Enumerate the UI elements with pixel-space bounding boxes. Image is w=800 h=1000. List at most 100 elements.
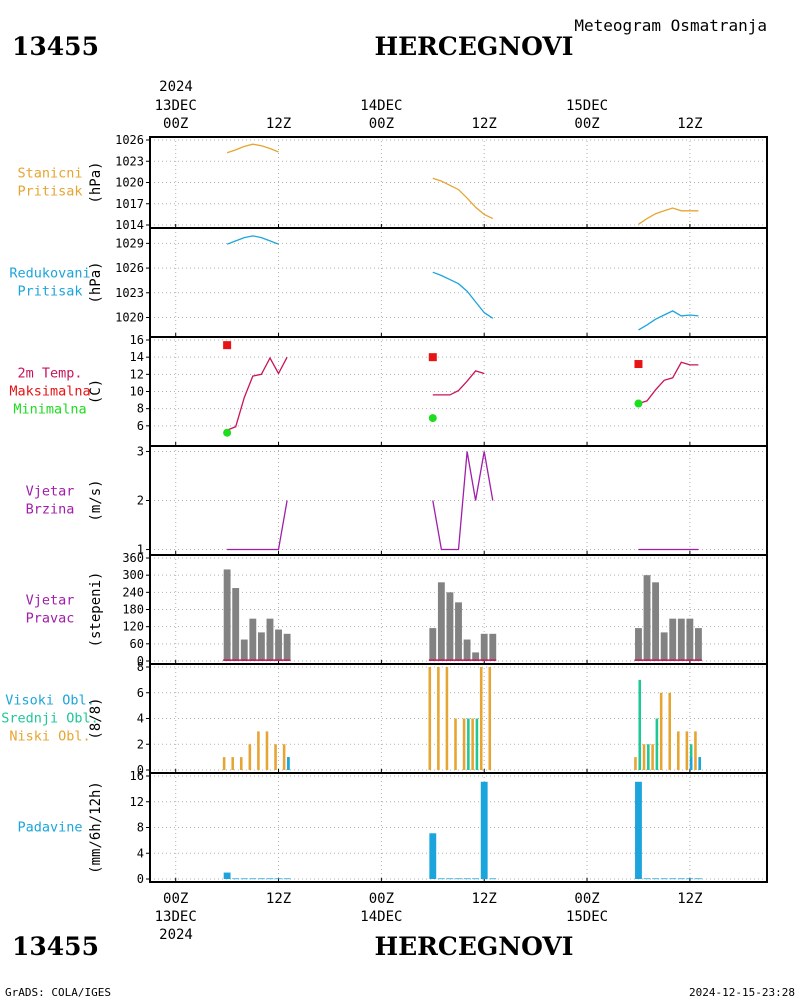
bottom-date-label: 13DEC [155,909,197,925]
cloud-bar [651,744,654,770]
max-temp-marker [428,353,437,362]
top-hour-label: 00Z [369,116,394,132]
bar [463,878,471,880]
panel-redukovani_pritisak: 1020 1023 1026 1029 (hPa)Redukovani Pritisak [9,227,768,338]
top-hour-label: 12Z [677,116,702,132]
y-tick-label: 10 [130,385,144,399]
y-tick-label: 8 [137,821,144,835]
y-tick-label: 4 [137,712,144,726]
panel-label: Srednji Obl. [1,711,99,727]
bottom-hour-label: 12Z [472,891,497,907]
series-line [226,235,279,245]
bottom-hour-label: 12Z [266,891,291,907]
panel-label: Stanicni [17,166,82,182]
y-tick-label: 240 [122,585,144,599]
series-line [638,207,699,225]
cloud-bar [694,731,697,770]
y-tick-label: 1026 [115,261,144,275]
panel-label: Redukovani [9,266,90,282]
bar [249,618,257,661]
panel-label: Vjetar [26,593,75,609]
bar [695,628,702,661]
bar [240,639,248,661]
bar [652,582,660,661]
bottom-time-axis: 00Z 13DEC 12Z 00Z 14DEC 12Z 00Z 15DEC 12Z [155,891,703,925]
cloud-bar [287,757,290,770]
bar [275,629,282,661]
y-tick-label: 120 [122,620,144,634]
cloud-bar [471,718,474,770]
bar [429,628,437,661]
y-tick-label: 2 [137,494,144,508]
bar [266,618,274,661]
cloud-bar [467,718,470,770]
bar [232,878,240,880]
max-temp-marker [223,341,232,350]
y-tick-label: 8 [137,402,144,416]
panel-label: Minimalna [13,402,86,418]
panel-label: Visoki Obl. [5,693,94,709]
cloud-bar [668,692,672,770]
series-line [226,143,279,154]
bar [635,628,642,661]
y-tick-label: 0 [137,763,144,777]
panel-frame [149,772,768,883]
station-name-bottom: HERCEGNOVI [374,932,573,961]
station-name-top: HERCEGNOVI [374,32,573,61]
cloud-bar [274,744,277,770]
y-tick-label: 360 [122,551,144,565]
cloud-bar [265,731,269,770]
cloud-bar [248,744,252,770]
cloud-bar [257,731,260,770]
bottom-hour-label: 00Z [369,891,394,907]
cloud-bar [634,757,637,770]
cloud-bar [698,757,702,770]
bottom-hour-label: 00Z [574,891,599,907]
panel-oblacnost: 0 2 4 6 8 (8/8)Visoki Obl. Srednji Obl. Niski O… [1,660,768,777]
bar [437,878,445,880]
bar [283,878,291,880]
bar [643,575,651,661]
y-tick-label: 0 [137,872,144,886]
y-tick-label: 6 [137,686,144,700]
timestamp-label: 2024-12-15-23:28 [689,986,795,999]
credit-label: GrADS: COLA/IGES [5,986,111,999]
panel-label: Vjetar [26,484,75,500]
bar [283,633,291,661]
station-id-bottom: 13455 [12,932,99,961]
panel-label: Pritisak [17,184,82,200]
y-tick-label: 16 [130,769,144,783]
cloud-bar [677,731,680,770]
top-date-label: 15DEC [566,98,608,114]
cloud-bar [282,744,286,770]
cloud-bar [462,718,466,770]
bottom-date-label: 15DEC [566,909,608,925]
bar [463,639,471,661]
panel-label: Padavine [17,820,82,836]
y-tick-label: 16 [130,333,144,347]
year-label-bottom: 2024 [159,927,193,943]
y-tick-label: 0 [137,654,144,668]
series-line [432,177,494,220]
series-line [432,271,494,319]
cloud-bar [222,757,226,770]
max-temp-marker [634,360,643,369]
panel-label: Maksimalna [9,384,90,400]
bar [686,618,694,661]
cloud-bar [231,757,234,770]
y-axis-label: (m/s) [88,479,104,521]
series-line [432,370,485,396]
bar [643,878,651,880]
cloud-bar [479,667,483,770]
y-axis-label: (stepeni) [88,572,104,648]
bar [472,878,480,880]
bar [446,878,454,880]
y-tick-label: 60 [130,637,144,651]
min-temp-marker [634,399,643,408]
bar [223,569,231,661]
series-line [638,361,699,405]
bar [677,878,685,880]
y-tick-label: 2 [137,737,144,751]
bar [446,592,454,661]
y-tick-label: 1 [137,543,144,557]
